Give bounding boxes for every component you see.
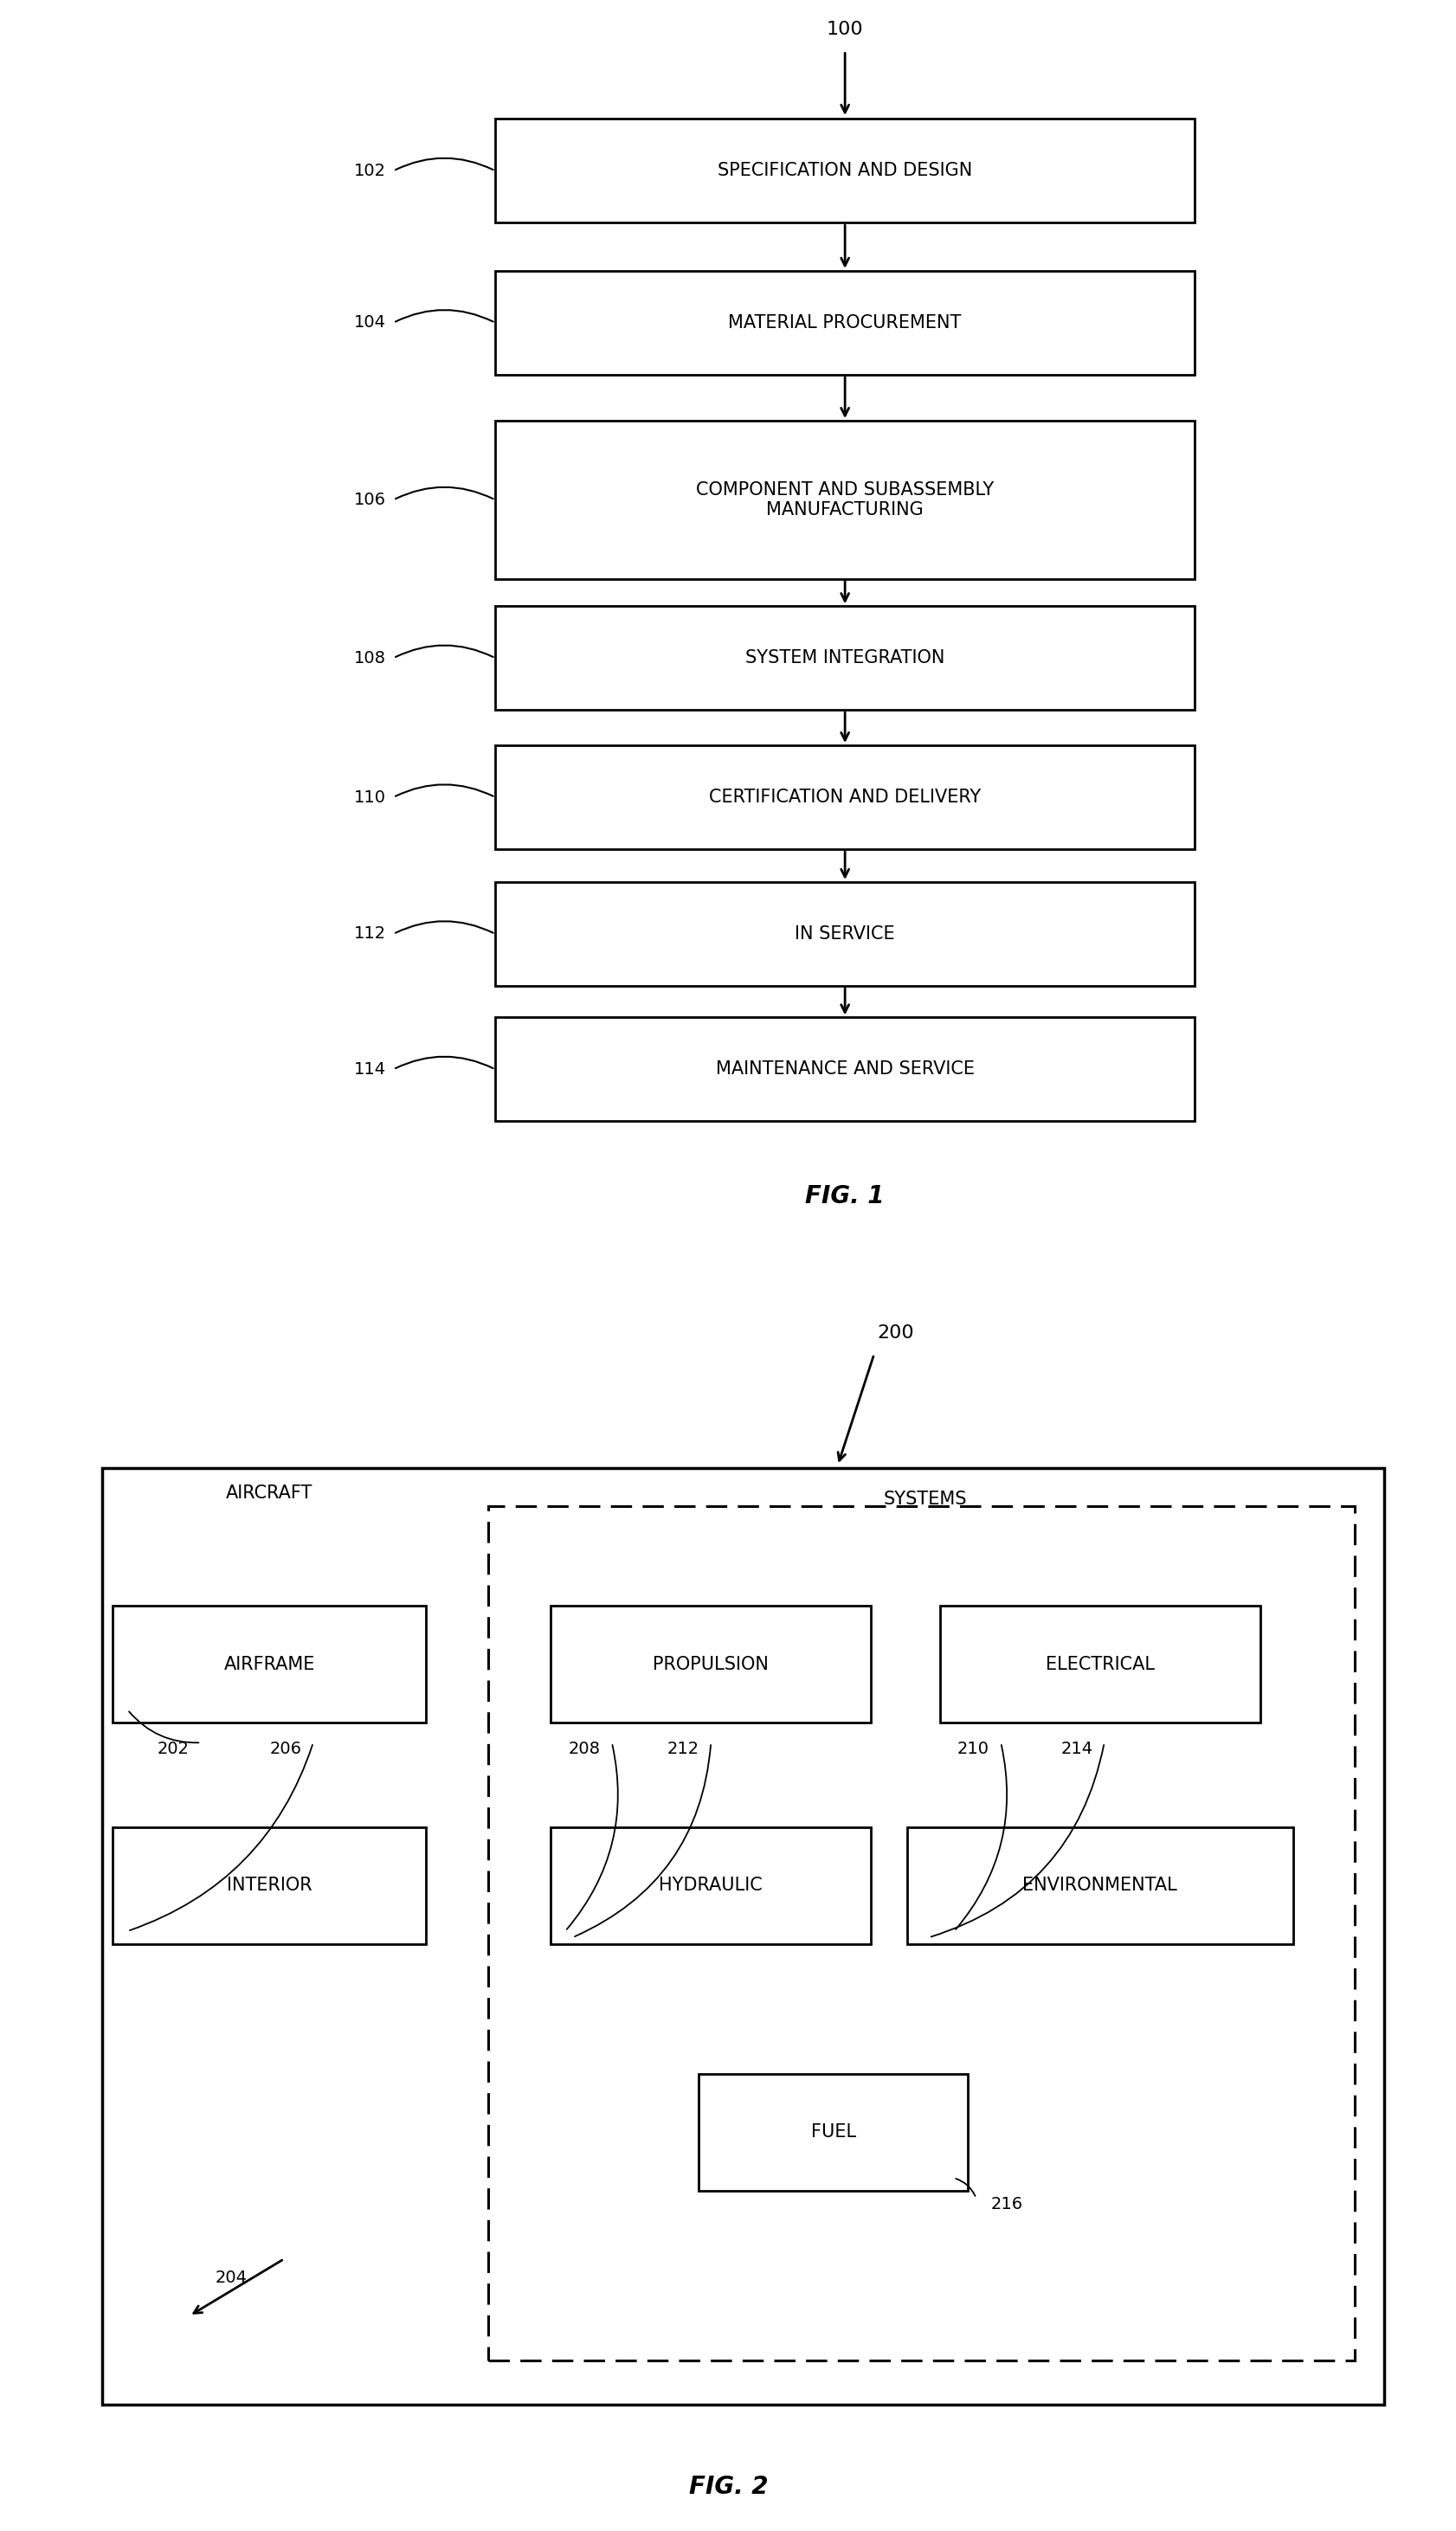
FancyBboxPatch shape <box>495 883 1194 987</box>
FancyBboxPatch shape <box>495 605 1194 709</box>
Text: 100: 100 <box>826 20 863 38</box>
Text: CERTIFICATION AND DELIVERY: CERTIFICATION AND DELIVERY <box>709 790 980 805</box>
Text: 104: 104 <box>354 314 386 332</box>
Text: 208: 208 <box>568 1741 600 1757</box>
Text: 202: 202 <box>157 1741 189 1757</box>
Text: ELECTRICAL: ELECTRICAL <box>1045 1655 1153 1673</box>
Text: PROPULSION: PROPULSION <box>652 1655 769 1673</box>
FancyBboxPatch shape <box>697 2075 967 2189</box>
Text: 108: 108 <box>354 650 386 666</box>
FancyBboxPatch shape <box>906 1827 1293 1944</box>
FancyBboxPatch shape <box>495 1017 1194 1121</box>
Text: AIRFRAME: AIRFRAME <box>224 1655 314 1673</box>
FancyBboxPatch shape <box>495 744 1194 850</box>
FancyBboxPatch shape <box>495 271 1194 375</box>
Text: 216: 216 <box>990 2197 1022 2212</box>
Text: 114: 114 <box>354 1060 386 1078</box>
FancyBboxPatch shape <box>112 1607 425 1721</box>
Text: 106: 106 <box>354 491 386 509</box>
Text: 110: 110 <box>354 790 386 805</box>
FancyBboxPatch shape <box>495 420 1194 580</box>
Text: 112: 112 <box>354 926 386 942</box>
Text: FIG. 1: FIG. 1 <box>805 1185 884 1207</box>
FancyBboxPatch shape <box>112 1827 425 1944</box>
Text: 204: 204 <box>215 2270 248 2285</box>
FancyBboxPatch shape <box>939 1607 1259 1721</box>
FancyBboxPatch shape <box>550 1827 871 1944</box>
Text: FIG. 2: FIG. 2 <box>689 2475 767 2498</box>
Text: AIRCRAFT: AIRCRAFT <box>226 1486 313 1501</box>
Text: 206: 206 <box>269 1741 301 1757</box>
Text: IN SERVICE: IN SERVICE <box>795 926 894 942</box>
Text: ENVIRONMENTAL: ENVIRONMENTAL <box>1022 1878 1176 1893</box>
FancyBboxPatch shape <box>550 1607 871 1721</box>
FancyBboxPatch shape <box>495 119 1194 223</box>
Text: 214: 214 <box>1060 1741 1092 1757</box>
Text: FUEL: FUEL <box>811 2124 855 2141</box>
Text: COMPONENT AND SUBASSEMBLY
MANUFACTURING: COMPONENT AND SUBASSEMBLY MANUFACTURING <box>696 481 993 519</box>
Text: INTERIOR: INTERIOR <box>227 1878 312 1893</box>
Text: MAINTENANCE AND SERVICE: MAINTENANCE AND SERVICE <box>715 1060 974 1078</box>
Text: 102: 102 <box>354 162 386 180</box>
Text: MATERIAL PROCUREMENT: MATERIAL PROCUREMENT <box>728 314 961 332</box>
Text: HYDRAULIC: HYDRAULIC <box>658 1878 763 1893</box>
Text: 210: 210 <box>957 1741 989 1757</box>
Text: SYSTEM INTEGRATION: SYSTEM INTEGRATION <box>745 650 943 666</box>
FancyBboxPatch shape <box>102 1468 1383 2404</box>
Text: SPECIFICATION AND DESIGN: SPECIFICATION AND DESIGN <box>718 162 971 180</box>
Text: 212: 212 <box>667 1741 699 1757</box>
Text: SYSTEMS: SYSTEMS <box>882 1491 967 1508</box>
Text: 200: 200 <box>877 1324 914 1341</box>
